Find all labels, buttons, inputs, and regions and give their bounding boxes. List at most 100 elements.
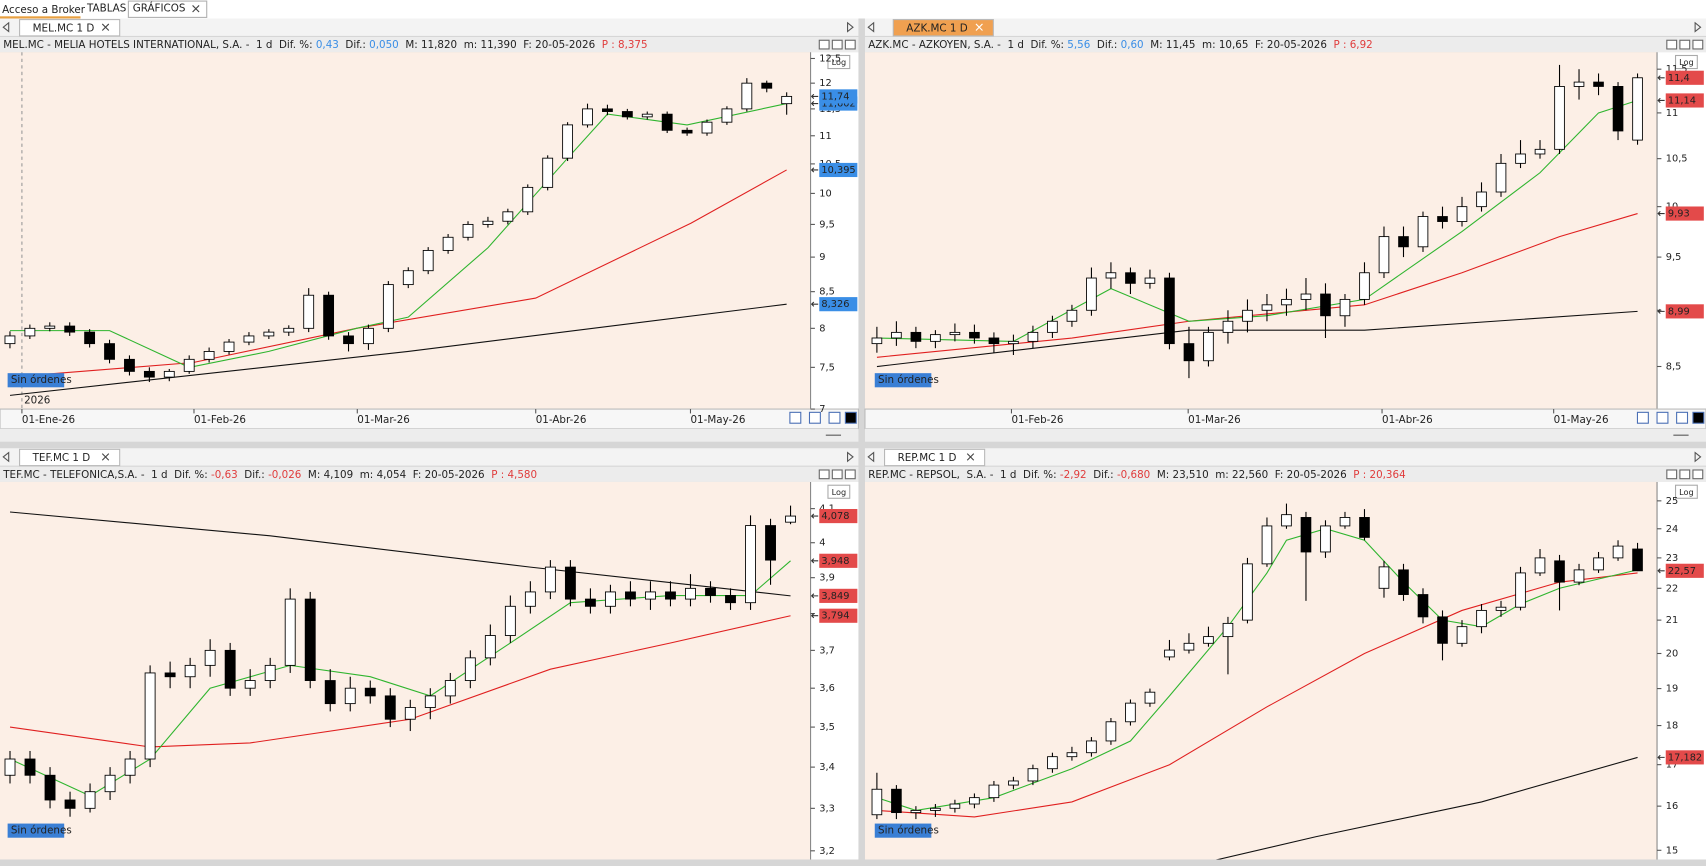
candle-body <box>681 129 693 134</box>
plot-area <box>0 52 811 410</box>
chart-tab-label[interactable]: REP.MC 1 D <box>898 452 957 464</box>
scroll-right[interactable] <box>1694 21 1702 33</box>
candle-body <box>442 236 454 251</box>
log-button[interactable] <box>1674 54 1698 70</box>
log-button[interactable] <box>827 54 851 70</box>
chart-tab[interactable] <box>19 19 121 37</box>
x-tick-label: 01-May-26 <box>1554 414 1609 426</box>
candle-body <box>781 95 793 105</box>
header-part: P : 4,580 <box>491 469 537 481</box>
tab-close[interactable] <box>101 23 110 31</box>
window-button[interactable] <box>1666 39 1678 50</box>
y-tick-label: 11 <box>1666 108 1678 119</box>
tab-close[interactable] <box>975 23 983 31</box>
average-line <box>9 169 787 378</box>
average-line <box>876 572 1638 818</box>
tab-close[interactable] <box>101 453 110 461</box>
candle-body <box>1164 649 1175 658</box>
chart-tab-label[interactable]: AZK.MC 1 D <box>906 22 967 34</box>
window-button[interactable] <box>1679 39 1691 50</box>
toolbar-button[interactable] <box>789 411 802 424</box>
header-part: Dif.: <box>1090 39 1120 51</box>
window-button[interactable] <box>1692 39 1704 50</box>
price-tag <box>1665 206 1704 221</box>
scroll-right[interactable] <box>847 451 854 463</box>
scroll-left[interactable] <box>867 451 875 463</box>
price-arrow <box>810 167 819 173</box>
toolbar-button[interactable] <box>808 411 821 424</box>
close-icon[interactable] <box>192 5 200 13</box>
top-tab[interactable]: Acceso a Broker <box>2 4 86 16</box>
candle-body <box>562 124 574 159</box>
window-button[interactable] <box>818 469 830 480</box>
top-tab[interactable]: TABLAS <box>86 3 126 15</box>
price-arrow <box>810 613 819 619</box>
log-button[interactable] <box>827 484 851 499</box>
candle-body <box>164 672 176 678</box>
chart-header-bar <box>864 466 1706 482</box>
tab-strip <box>0 448 859 466</box>
candle-body <box>910 809 922 814</box>
price-tag-label: 3,948 <box>821 556 849 567</box>
candle-body <box>4 758 16 776</box>
candle-body <box>382 284 394 329</box>
scroll-right[interactable] <box>1694 451 1702 463</box>
window-button[interactable] <box>1692 469 1704 480</box>
chart-tab-label[interactable]: MEL.MC 1 D <box>33 22 95 34</box>
y-tick-label: 24 <box>1666 524 1678 535</box>
log-button-label[interactable]: Log <box>1679 487 1694 497</box>
chart-tab[interactable] <box>884 448 986 467</box>
scroll-left[interactable] <box>867 21 875 33</box>
window-button[interactable] <box>1679 469 1691 480</box>
window-button[interactable] <box>844 469 856 480</box>
toolbar-button[interactable] <box>1636 411 1649 424</box>
price-tag <box>1665 70 1704 85</box>
chart-header-bar <box>864 36 1706 53</box>
toolbar-button[interactable] <box>828 411 841 424</box>
window-button[interactable] <box>1666 469 1678 480</box>
chart-tab[interactable] <box>19 448 121 467</box>
chart-tab[interactable] <box>892 19 994 37</box>
log-button-label[interactable]: Log <box>1679 57 1694 67</box>
tab-underline <box>0 16 81 19</box>
plot-area <box>864 52 1658 410</box>
chart-tab-label[interactable]: TEF.MC 1 D <box>32 452 91 464</box>
y-tick-label: 7 <box>819 404 825 415</box>
candle-body <box>1105 721 1117 742</box>
candle-body <box>1456 206 1468 222</box>
header-part: M: 11,820 m: 11,390 F: 20-05-2026 <box>399 39 602 51</box>
log-button-label[interactable]: Log <box>832 487 847 497</box>
price-tag-label: 8,99 <box>1668 306 1690 317</box>
y-tick-label: 3,9 <box>819 573 835 584</box>
scroll-right[interactable] <box>847 21 854 33</box>
chart-header: MEL.MC - MELIA HOTELS INTERNATIONAL, S.A… <box>3 39 647 51</box>
log-button-label[interactable]: Log <box>832 57 847 67</box>
window-button[interactable] <box>818 39 830 50</box>
scroll-left[interactable] <box>2 451 10 463</box>
toolbar-button[interactable] <box>1692 411 1705 424</box>
tab-close[interactable] <box>966 453 975 461</box>
candle-body <box>1066 752 1078 758</box>
window-button[interactable] <box>831 469 843 480</box>
log-button[interactable] <box>1674 484 1698 499</box>
toolbar-button[interactable] <box>1656 411 1669 424</box>
window-button[interactable] <box>844 39 856 50</box>
candle-body <box>1203 636 1214 644</box>
candle-body <box>1359 517 1370 538</box>
candle-body <box>969 797 980 805</box>
scroll-left[interactable] <box>2 21 10 33</box>
candle-body <box>1339 298 1351 317</box>
y-tick-label: 3,2 <box>819 846 835 857</box>
candle-body <box>104 343 115 360</box>
toolbar-button[interactable] <box>844 411 857 424</box>
candle-body <box>183 358 195 372</box>
price-tag-label: 3,794 <box>821 611 849 622</box>
top-tab[interactable]: GRÁFICOS <box>133 2 186 15</box>
toolbar-button[interactable] <box>1676 411 1689 424</box>
price-tag <box>819 608 858 623</box>
window-button[interactable] <box>831 39 843 50</box>
price-tag-label: 11,602 <box>821 99 855 110</box>
x-tick-label: 01-Abr-26 <box>536 414 587 426</box>
candle-body <box>143 370 155 378</box>
